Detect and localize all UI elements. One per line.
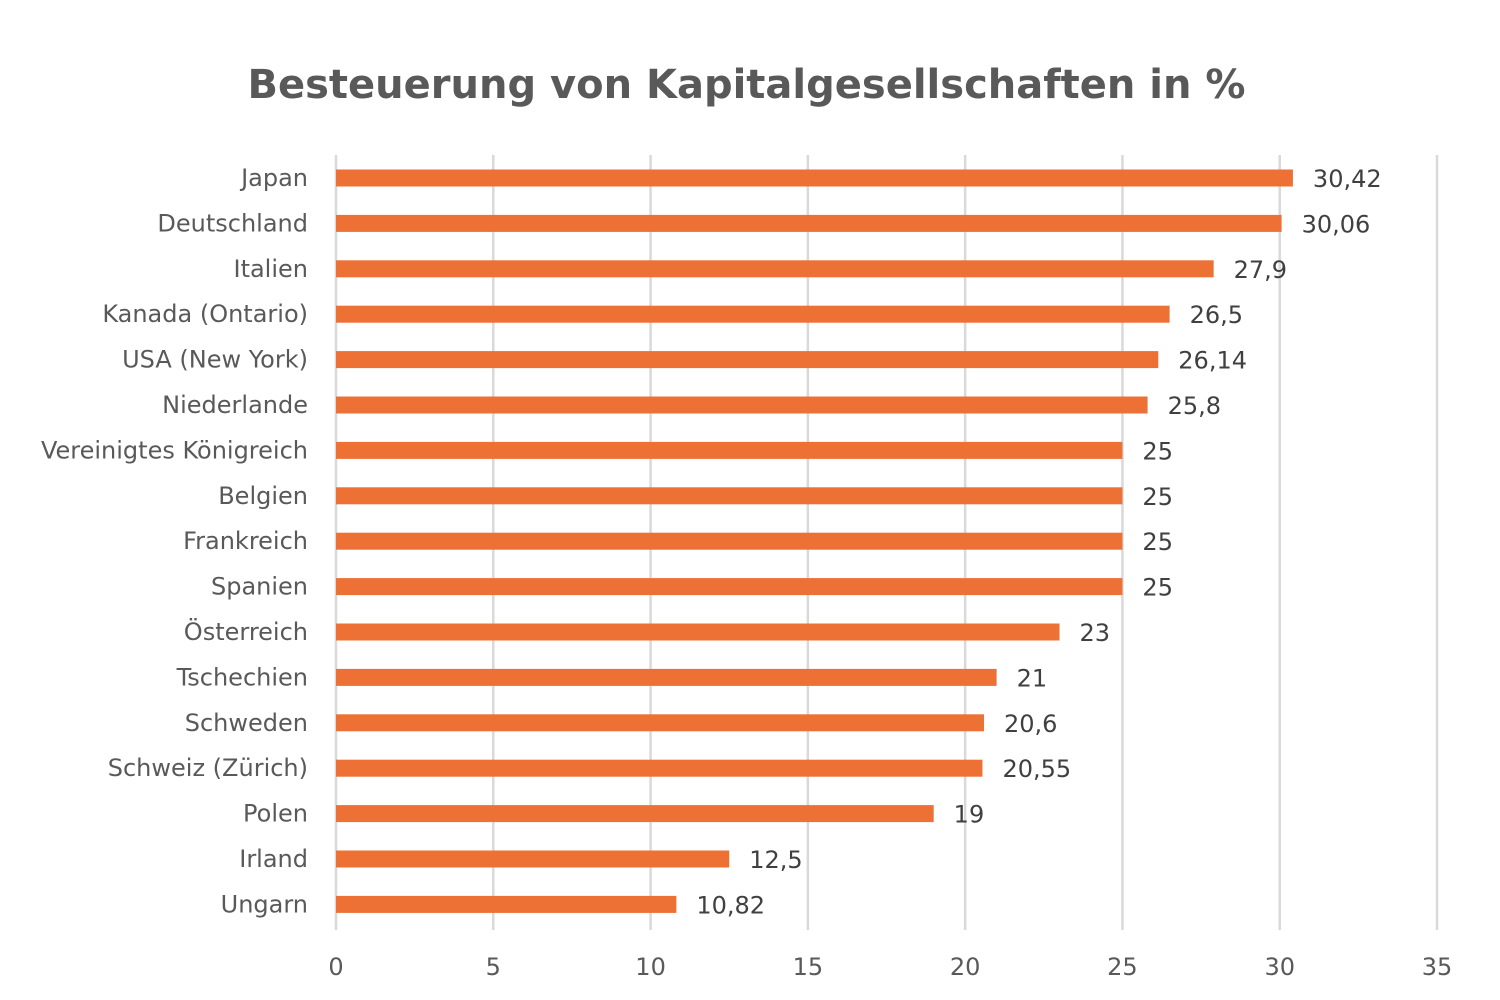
bar (336, 805, 934, 823)
category-label: Kanada (Ontario) (102, 300, 308, 328)
x-tick-label: 20 (950, 953, 981, 981)
bar (336, 260, 1214, 278)
bar (336, 351, 1159, 369)
data-label: 10,82 (696, 891, 765, 919)
category-label: Deutschland (157, 209, 308, 237)
bar (336, 441, 1123, 459)
category-label: Spanien (211, 573, 308, 601)
data-label: 19 (954, 801, 985, 829)
data-label: 26,14 (1178, 347, 1247, 375)
data-label: 25 (1142, 437, 1173, 465)
bar (336, 532, 1123, 550)
bar (336, 714, 985, 732)
category-label: Japan (239, 164, 308, 192)
x-tick-label: 15 (793, 953, 824, 981)
data-label: 30,42 (1313, 165, 1382, 193)
data-label: 27,9 (1234, 256, 1287, 284)
data-label: 30,06 (1302, 210, 1371, 238)
category-label: Irland (239, 845, 308, 873)
category-label: Frankreich (183, 527, 308, 555)
data-label: 25 (1142, 528, 1173, 556)
x-tick-label: 10 (635, 953, 666, 981)
data-label: 25 (1142, 574, 1173, 602)
bar (336, 487, 1123, 505)
category-label: Österreich (184, 617, 308, 646)
bar (336, 305, 1170, 323)
bar (336, 214, 1282, 232)
category-label: Ungarn (221, 890, 308, 918)
bar (336, 578, 1123, 596)
category-label: Tschechien (176, 663, 308, 691)
x-tick-label: 30 (1264, 953, 1295, 981)
category-label: Belgien (218, 482, 308, 510)
bar (336, 169, 1293, 187)
chart-title: Besteuerung von Kapitalgesellschaften in… (247, 62, 1246, 108)
x-tick-label: 35 (1422, 953, 1453, 981)
labels: 0 5 10 15 20 25 30 35 Japan 30,42 Deutschland 30,06… (41, 164, 1452, 981)
data-label: 21 (1017, 664, 1048, 692)
x-tick-label: 25 (1107, 953, 1138, 981)
data-label: 25 (1142, 483, 1173, 511)
bar (336, 759, 983, 777)
bar (336, 850, 730, 868)
x-tick-label: 0 (328, 953, 343, 981)
bar (336, 623, 1060, 641)
category-label: Niederlande (162, 391, 308, 419)
bars (336, 169, 1293, 913)
category-label: USA (New York) (122, 346, 308, 374)
bar (336, 895, 677, 913)
category-label: Schweiz (Zürich) (108, 754, 308, 782)
category-label: Polen (243, 800, 308, 828)
category-label: Italien (233, 255, 308, 283)
data-label: 20,6 (1004, 710, 1057, 738)
category-label: Schweden (185, 709, 308, 737)
data-label: 20,55 (1002, 755, 1071, 783)
bar (336, 396, 1148, 414)
data-label: 12,5 (749, 846, 802, 874)
category-label: Vereinigtes Königreich (41, 436, 308, 464)
data-label: 26,5 (1190, 301, 1243, 329)
data-label: 23 (1080, 619, 1111, 647)
bar (336, 668, 997, 686)
x-tick-label: 5 (486, 953, 501, 981)
data-label: 25,8 (1168, 392, 1221, 420)
